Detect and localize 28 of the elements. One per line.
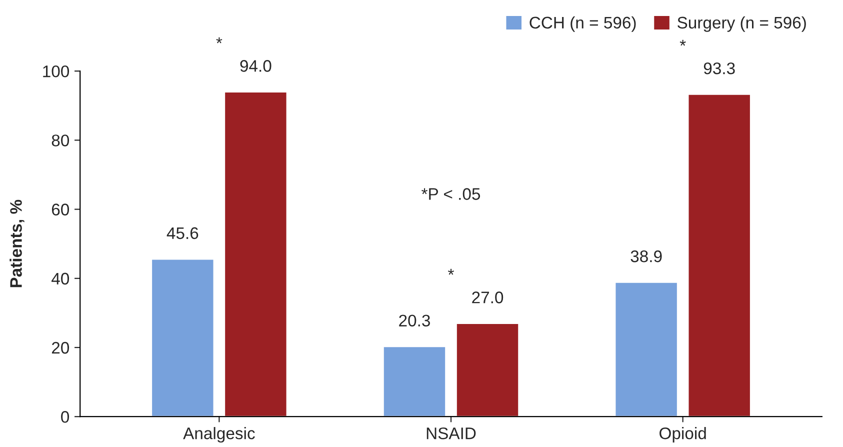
data-label: 38.9 [630, 250, 662, 262]
legend-label: Surgery (n = 596) [678, 16, 806, 32]
y-axis-title: Patients, % [10, 200, 24, 288]
y-tick-label: 40 [52, 272, 70, 285]
data-label: 94.0 [240, 60, 272, 72]
x-tick-label: Analgesic [183, 427, 255, 443]
text: * [680, 40, 686, 46]
y-tick-label: 20 [52, 342, 70, 354]
bar [224, 91, 288, 417]
bar [614, 281, 678, 417]
y-tick-label: 100 [43, 65, 70, 78]
annotation: *P < .05 [422, 188, 480, 200]
data-label: 27.0 [472, 292, 504, 304]
x-tick-label: Opioid [660, 427, 706, 443]
x-tick-label: NSAID [426, 427, 476, 440]
bar [456, 322, 520, 417]
bar [687, 94, 752, 417]
text: * [216, 37, 222, 44]
data-label: 20.3 [399, 314, 430, 326]
y-tick-label: 80 [52, 134, 70, 146]
y-tick-label: 0 [61, 411, 70, 423]
data-label: 93.3 [704, 62, 735, 74]
data-label: 45.6 [166, 227, 198, 240]
bar [382, 346, 446, 417]
bar [150, 258, 215, 417]
y-tick-label: 60 [52, 204, 70, 216]
legend-label: CCH (n = 596) [530, 16, 636, 32]
annotation: * [448, 268, 454, 275]
